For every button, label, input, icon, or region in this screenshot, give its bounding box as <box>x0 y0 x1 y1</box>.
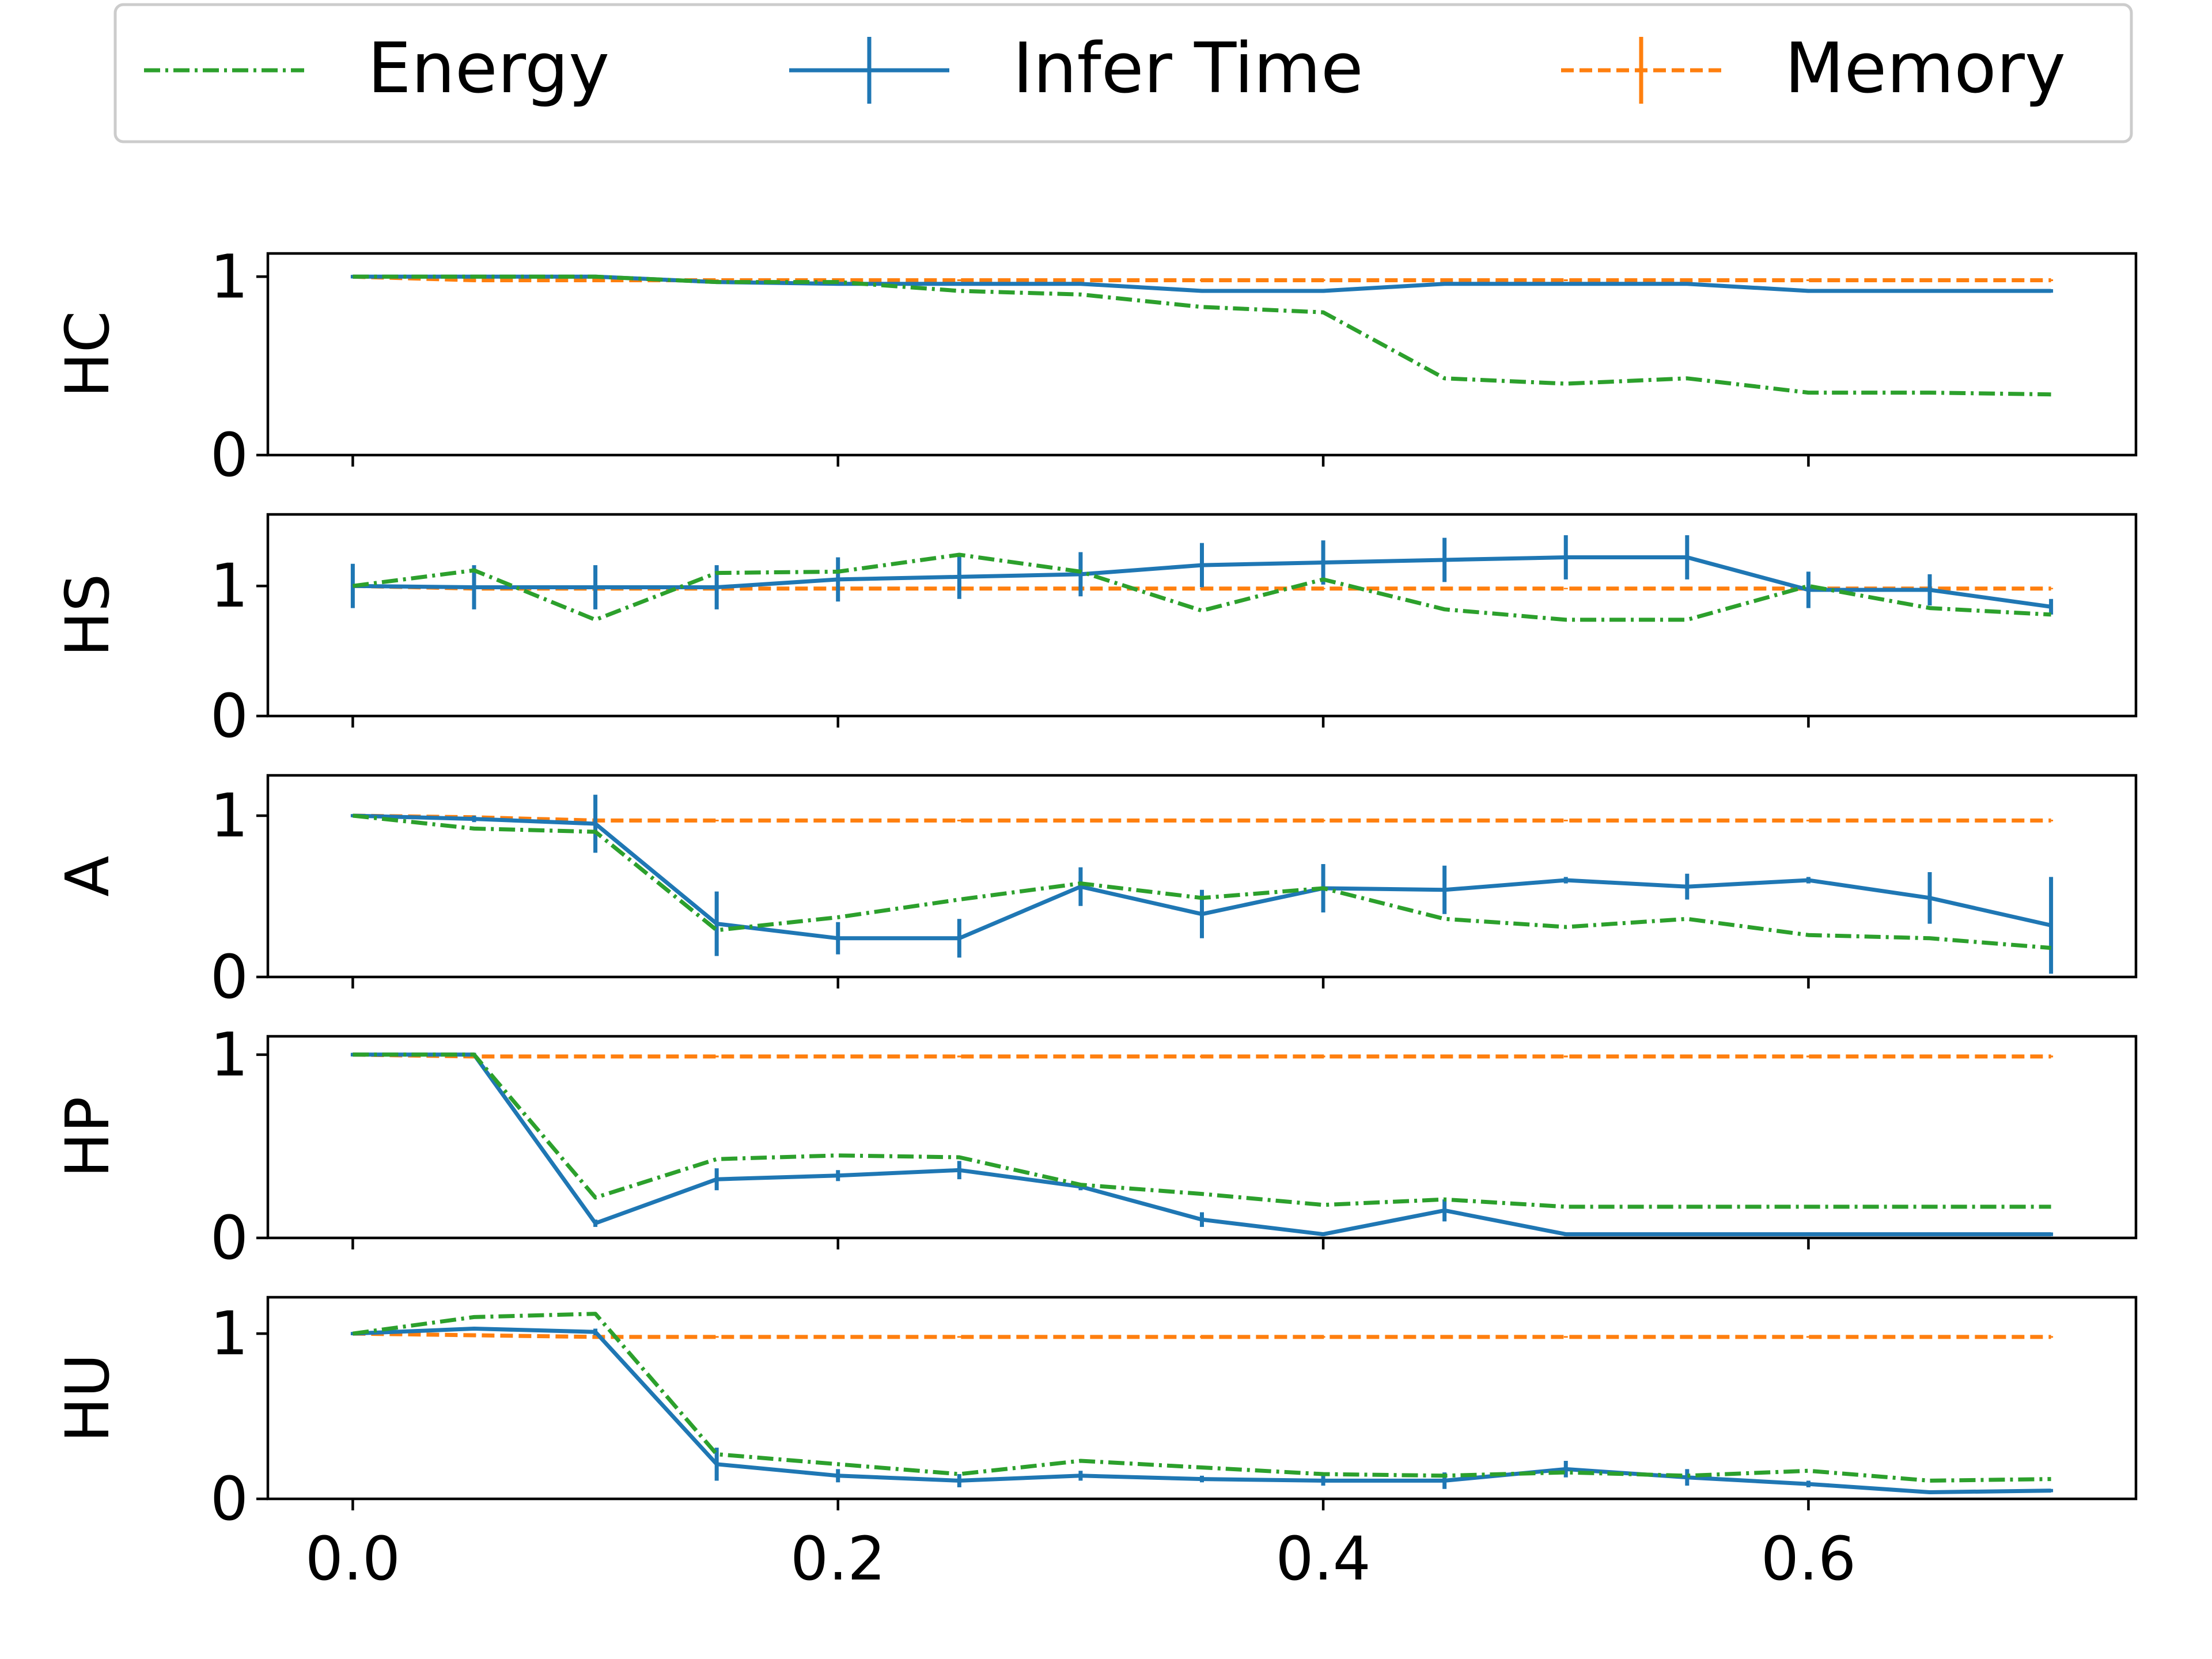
series-line-energy <box>352 552 2051 622</box>
subplots: 0 1 HC 0 1 HS 0 1 A 0 1 HP 0 1 0.0 0.2 0.4 0.6 HU <box>52 241 2138 1594</box>
series-group <box>350 1052 2054 1237</box>
axes-frame <box>266 1035 2138 1240</box>
y-tick-label: 0 <box>210 681 248 751</box>
y-tick-label: 1 <box>210 781 248 851</box>
axes-frame <box>266 252 2138 457</box>
legend-entry-energy: Energy <box>144 29 609 109</box>
series-line-energy <box>353 1052 2051 1209</box>
y-tick-label: 0 <box>210 942 248 1012</box>
y-tick-label: 0 <box>210 420 248 490</box>
series-line-energy <box>353 813 2051 950</box>
subplot-hc: 0 1 HC <box>52 241 2138 490</box>
legend-label: Infer Time <box>1013 29 1363 109</box>
legend-label: Memory <box>1785 29 2066 109</box>
legend: Energy Infer Time Memory <box>113 3 2133 143</box>
legend-entry-infer-time: Infer Time <box>789 29 1363 109</box>
x-tick-label: 0.2 <box>790 1524 885 1594</box>
axes-frame <box>266 1296 2138 1501</box>
y-tick-label: 1 <box>210 1020 248 1090</box>
series-group <box>350 274 2054 397</box>
subplot-hu: 0 1 0.0 0.2 0.4 0.6 HU <box>52 1296 2138 1594</box>
series-line-energy <box>353 274 2051 397</box>
axes-frame <box>266 513 2138 718</box>
y-axis-label: HP <box>52 1097 123 1178</box>
legend-entry-memory: Memory <box>1561 29 2066 109</box>
y-tick-label: 0 <box>210 1203 248 1273</box>
y-axis-label: HC <box>52 311 123 398</box>
y-tick-label: 1 <box>210 241 248 312</box>
y-tick-label: 0 <box>210 1464 248 1534</box>
series-group <box>350 535 2054 622</box>
y-axis-label: A <box>52 855 123 896</box>
y-axis-label: HU <box>52 1354 123 1442</box>
axes-frame <box>266 774 2138 979</box>
y-tick-label: 1 <box>210 551 248 621</box>
x-tick-label: 0.0 <box>305 1524 400 1594</box>
y-axis-label: HS <box>52 574 123 657</box>
legend-frame <box>113 3 2133 143</box>
y-tick-label: 1 <box>210 1298 248 1369</box>
subplot-a: 0 1 A <box>52 774 2138 1012</box>
subplot-hp: 0 1 HP <box>52 1020 2138 1273</box>
legend-label: Energy <box>368 29 609 109</box>
series-group <box>350 1312 2054 1494</box>
series-line-energy <box>352 1312 2051 1483</box>
x-tick-label: 0.6 <box>1761 1524 1856 1594</box>
subplot-hs: 0 1 HS <box>52 513 2138 751</box>
series-group <box>350 794 2054 974</box>
x-tick-label: 0.4 <box>1275 1524 1370 1594</box>
